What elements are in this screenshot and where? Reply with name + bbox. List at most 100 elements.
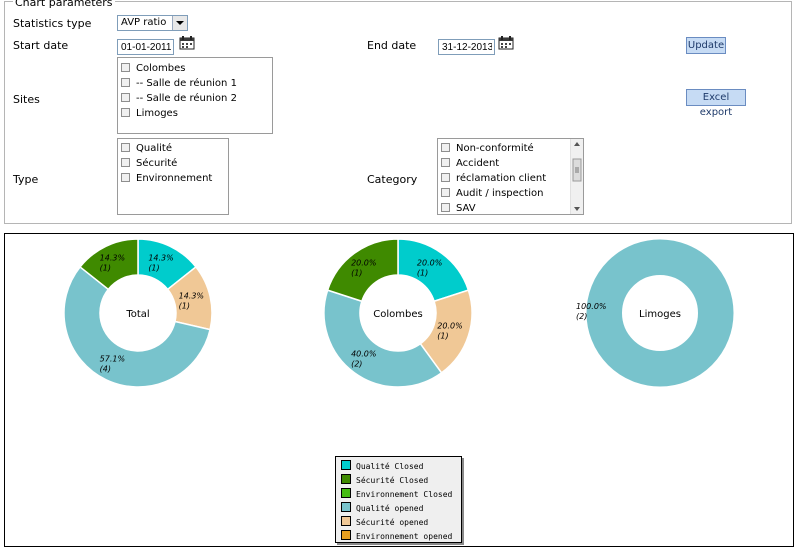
slice-percent-label: 57.1% bbox=[100, 354, 125, 363]
sites-option-label: -- Salle de réunion 1 bbox=[136, 78, 237, 89]
slice-count-label: (2) bbox=[351, 359, 362, 368]
statistics-type-label: Statistics type bbox=[13, 17, 92, 30]
sites-option-label: Limoges bbox=[136, 108, 178, 119]
checkbox[interactable] bbox=[121, 78, 130, 87]
legend-item: Environnement Closed bbox=[341, 488, 452, 500]
update-button[interactable]: Update bbox=[686, 37, 726, 54]
end-date-input[interactable] bbox=[438, 39, 495, 55]
start-date-label: Start date bbox=[13, 39, 69, 52]
legend-item: Sécurité Closed bbox=[341, 474, 428, 486]
scroll-down-icon[interactable] bbox=[574, 207, 580, 211]
list-item[interactable]: SAV bbox=[441, 202, 476, 214]
legend-label: Sécurité opened bbox=[356, 518, 429, 527]
sites-listbox[interactable]: Colombes -- Salle de réunion 1 -- Salle … bbox=[117, 57, 273, 134]
legend-swatch bbox=[341, 502, 351, 512]
legend-label: Environnement opened bbox=[356, 532, 453, 541]
checkbox[interactable] bbox=[121, 108, 130, 117]
slice-percent-label: 14.3% bbox=[179, 292, 204, 301]
checkbox[interactable] bbox=[121, 93, 130, 102]
slice-count-label: (4) bbox=[100, 364, 111, 373]
pie-slice bbox=[397, 238, 470, 303]
checkbox[interactable] bbox=[441, 188, 450, 197]
checkbox[interactable] bbox=[121, 143, 130, 152]
statistics-type-value: AVP ratio bbox=[121, 17, 167, 28]
pie-slice bbox=[63, 265, 212, 388]
category-option-label: réclamation client bbox=[456, 173, 547, 184]
slice-percent-label: 14.3% bbox=[148, 254, 173, 263]
end-date-label: End date bbox=[367, 39, 417, 52]
list-item[interactable]: Environnement bbox=[121, 172, 212, 187]
legend-item: Qualité Closed bbox=[341, 460, 423, 472]
type-listbox[interactable]: Qualité Sécurité Environnement bbox=[117, 138, 229, 215]
legend-label: Qualité Closed bbox=[356, 462, 424, 471]
chart-title: Colombes bbox=[373, 309, 422, 320]
list-item[interactable]: Audit / inspection bbox=[441, 187, 543, 202]
slice-count-label: (1) bbox=[351, 269, 362, 278]
legend-item: Environnement opened bbox=[341, 530, 452, 542]
chart-legend: Qualité Closed Sécurité Closed Environne… bbox=[335, 456, 462, 543]
slice-percent-label: 20.0% bbox=[351, 259, 376, 268]
checkbox[interactable] bbox=[441, 203, 450, 212]
sites-option-label: -- Salle de réunion 2 bbox=[136, 93, 237, 104]
pie-slice bbox=[79, 238, 139, 291]
pie-slice bbox=[586, 239, 734, 387]
legend-swatch bbox=[341, 530, 351, 540]
panel-title: Chart parameters bbox=[13, 0, 115, 9]
slice-percent-label: 14.3% bbox=[100, 254, 125, 263]
legend-label: Environnement Closed bbox=[356, 490, 453, 499]
scroll-up-icon[interactable] bbox=[574, 142, 580, 146]
slice-count-label: (1) bbox=[100, 264, 111, 273]
category-option-label: Audit / inspection bbox=[456, 188, 544, 199]
category-option-label: SAV bbox=[456, 203, 476, 214]
slice-percent-label: 20.0% bbox=[437, 321, 462, 330]
list-item[interactable]: Colombes bbox=[121, 62, 185, 77]
statistics-type-select[interactable]: AVP ratio bbox=[117, 15, 188, 31]
list-item[interactable]: -- Salle de réunion 1 bbox=[121, 77, 237, 92]
legend-label: Qualité opened bbox=[356, 504, 424, 513]
category-option-label: Non-conformité bbox=[456, 143, 534, 154]
list-item[interactable]: Qualité bbox=[121, 142, 172, 157]
checkbox[interactable] bbox=[441, 173, 450, 182]
pie-slice bbox=[323, 289, 443, 388]
legend-swatch bbox=[341, 516, 351, 526]
legend-item: Qualité opened bbox=[341, 502, 423, 514]
legend-swatch bbox=[341, 474, 351, 484]
slice-count-label: (2) bbox=[576, 312, 587, 321]
checkbox[interactable] bbox=[441, 143, 450, 152]
chevron-down-icon[interactable] bbox=[172, 16, 187, 30]
list-item[interactable]: Limoges bbox=[121, 107, 178, 122]
checkbox[interactable] bbox=[121, 173, 130, 182]
sites-label: Sites bbox=[13, 93, 40, 106]
start-date-input[interactable] bbox=[117, 39, 174, 55]
calendar-icon[interactable] bbox=[498, 36, 514, 50]
chart-parameters-panel: Chart parameters bbox=[4, 0, 792, 224]
legend-swatch bbox=[341, 460, 351, 470]
slice-percent-label: 40.0% bbox=[351, 349, 376, 358]
type-label: Type bbox=[13, 173, 39, 186]
chart-title: Limoges bbox=[639, 309, 681, 320]
category-label: Category bbox=[367, 173, 418, 186]
checkbox[interactable] bbox=[441, 158, 450, 167]
slice-count-label: (1) bbox=[148, 264, 159, 273]
excel-export-button[interactable]: Excel export bbox=[686, 89, 746, 118]
list-item[interactable]: -- Salle de réunion 2 bbox=[121, 92, 237, 107]
sites-option-label: Colombes bbox=[136, 63, 186, 74]
chart-area bbox=[4, 233, 794, 547]
type-option-label: Sécurité bbox=[136, 158, 178, 169]
list-item[interactable]: réclamation client bbox=[441, 172, 546, 187]
checkbox[interactable] bbox=[121, 63, 130, 72]
legend-swatch bbox=[341, 488, 351, 498]
calendar-icon[interactable] bbox=[179, 36, 195, 50]
list-item[interactable]: Sécurité bbox=[121, 157, 177, 172]
category-option-label: Accident bbox=[456, 158, 500, 169]
checkbox[interactable] bbox=[121, 158, 130, 167]
category-listbox[interactable]: Non-conformité Accident réclamation clie… bbox=[437, 138, 584, 215]
slice-percent-label: 20.0% bbox=[417, 259, 442, 268]
category-scrollbar[interactable] bbox=[570, 139, 583, 214]
legend-item: Sécurité opened bbox=[341, 516, 428, 528]
list-item[interactable]: Non-conformité bbox=[441, 142, 534, 157]
list-item[interactable]: Accident bbox=[441, 157, 499, 172]
type-option-label: Qualité bbox=[136, 143, 172, 154]
chart-title: Total bbox=[125, 309, 149, 320]
